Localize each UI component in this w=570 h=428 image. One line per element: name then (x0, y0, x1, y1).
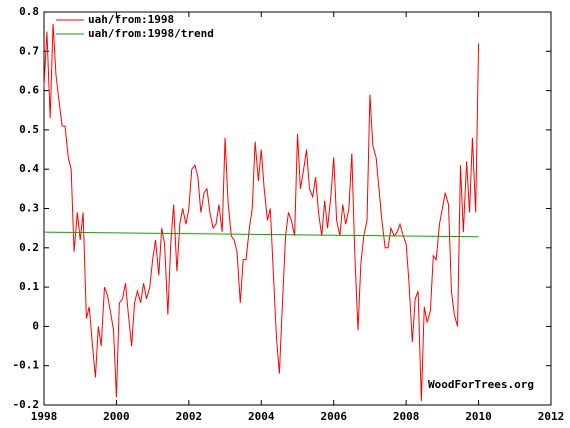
x-tick-label: 1998 (31, 410, 58, 423)
y-tick-label: 0 (32, 319, 39, 332)
series-line (43, 23, 480, 402)
x-tick-label: 2004 (248, 410, 275, 423)
y-tick-label: 0.8 (19, 5, 39, 18)
x-tick-label: 2002 (176, 410, 203, 423)
y-tick-label: 0.2 (19, 241, 39, 254)
x-tick-label: 2000 (103, 410, 130, 423)
y-tick-label: 0.3 (19, 202, 39, 215)
y-tick-label: 0.5 (19, 123, 39, 136)
x-tick-label: 2012 (538, 410, 565, 423)
legend-label: uah/from:1998 (88, 13, 174, 26)
y-tick-label: 0.6 (19, 84, 39, 97)
plot-frame (43, 11, 552, 406)
series-line (43, 231, 479, 238)
x-tick-label: 2010 (465, 410, 492, 423)
y-tick-label: 0.4 (19, 162, 39, 175)
y-tick-label: 0.7 (19, 44, 39, 57)
y-tick-label: 0.1 (19, 280, 39, 293)
legend-label: uah/from:1998/trend (88, 27, 214, 40)
watermark: WoodForTrees.org (428, 378, 534, 391)
x-tick-label: 2008 (393, 410, 420, 423)
y-tick-label: -0.2 (13, 398, 40, 411)
x-tick-label: 2006 (320, 410, 347, 423)
y-tick-label: -0.1 (13, 359, 40, 372)
